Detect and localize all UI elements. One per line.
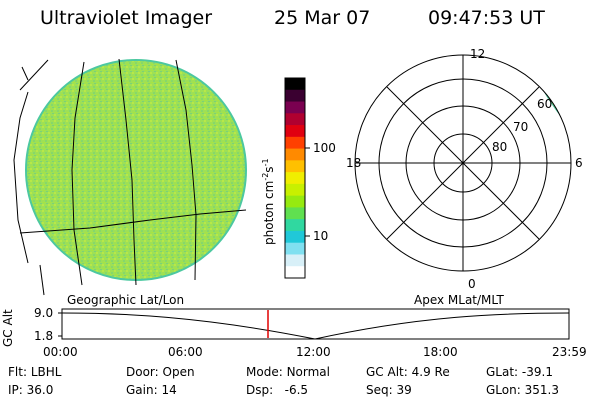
color-scale-bar xyxy=(285,78,305,279)
apex-caption: Apex MLat/MLT xyxy=(414,293,504,307)
lat-lon-grid xyxy=(13,58,247,296)
timeline-ytick-9: 9.0 xyxy=(34,306,54,320)
glat-status: GLat: -39.1 xyxy=(486,365,553,379)
color-scale-segment xyxy=(285,148,305,161)
color-scale-segment xyxy=(285,195,305,208)
mlt-label-18: 18 xyxy=(346,156,362,170)
color-scale-segment xyxy=(285,183,305,197)
color-scale-segment xyxy=(285,207,305,220)
color-scale-segment xyxy=(285,219,305,232)
timeline-ytick-1: 1.8 xyxy=(34,329,54,343)
colorbar-tick-100: 100 xyxy=(313,141,336,155)
color-scale-segment xyxy=(285,89,305,103)
timeline-xtick: 18:00 xyxy=(423,345,458,359)
dsp-status: Dsp: -6.5 xyxy=(246,383,309,397)
glon-status: GLon: 351.3 xyxy=(486,383,559,397)
timeline-xtick: 06:00 xyxy=(168,345,203,359)
color-scale-segment xyxy=(285,266,305,279)
app-title: Ultraviolet Imager xyxy=(40,7,213,29)
mlat-label-70: 70 xyxy=(513,120,529,134)
color-scale-segment xyxy=(285,125,305,138)
geographic-image xyxy=(13,58,247,296)
color-scale-segment xyxy=(285,113,305,126)
date-label: 25 Mar 07 xyxy=(274,7,371,29)
geographic-caption: Geographic Lat/Lon xyxy=(67,293,185,307)
door-status: Door: Open xyxy=(126,365,195,379)
altitude-curve xyxy=(61,312,570,340)
colorbar-unit-label: photon cm-2s-1 xyxy=(261,158,276,245)
color-scale-segment xyxy=(285,78,305,91)
color-scale-segment xyxy=(285,254,305,267)
color-scale-segment xyxy=(285,242,305,255)
gain-status: Gain: 14 xyxy=(126,383,177,397)
time-label: 09:47:53 UT xyxy=(428,7,545,29)
mlt-label-12: 12 xyxy=(470,47,486,61)
color-scale-segment xyxy=(285,160,305,173)
polar-plot xyxy=(354,54,572,272)
mlat-label-60: 60 xyxy=(537,97,553,111)
filter-status: Flt: LBHL xyxy=(8,365,62,379)
gc-alt-status: GC Alt: 4.9 Re xyxy=(366,365,450,379)
timeline-xtick: 00:00 xyxy=(43,345,78,359)
color-scale-segment xyxy=(285,230,305,244)
timeline-xtick: 23:59 xyxy=(552,345,587,359)
polar-grid xyxy=(354,54,572,272)
seq-status: Seq: 39 xyxy=(366,383,412,397)
mlt-label-6: 6 xyxy=(575,156,583,170)
mlt-label-0: 0 xyxy=(468,277,476,291)
color-scale-segment xyxy=(285,101,305,114)
ip-status: IP: 36.0 xyxy=(8,383,54,397)
earth-disk xyxy=(26,60,246,280)
mode-status: Mode: Normal xyxy=(246,365,330,379)
colorbar-tick-10: 10 xyxy=(313,229,329,243)
color-scale-segment xyxy=(285,172,305,185)
timeline-xtick: 12:00 xyxy=(296,345,331,359)
mlat-label-80: 80 xyxy=(492,140,508,154)
altitude-timeline xyxy=(58,308,570,340)
color-scale-segment xyxy=(285,136,305,150)
timeline-axis-label: GC Alt xyxy=(1,309,15,347)
